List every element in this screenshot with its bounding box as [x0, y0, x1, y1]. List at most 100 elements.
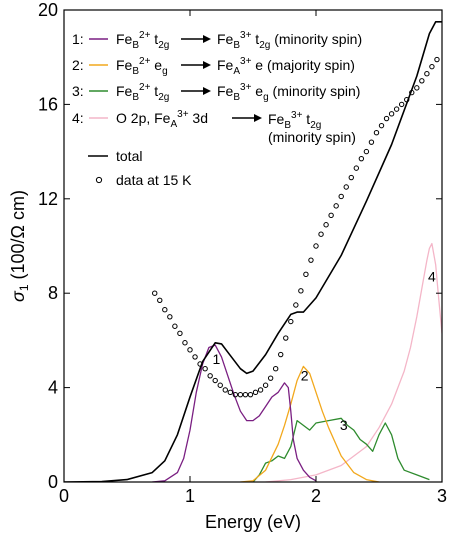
data-point — [298, 288, 304, 294]
data-point — [157, 297, 163, 303]
data-point — [373, 130, 380, 136]
data-point — [318, 231, 324, 237]
y-tick-label: 0 — [48, 472, 58, 492]
arrow-head-icon — [203, 87, 211, 95]
data-point — [409, 89, 415, 96]
x-tick-label: 3 — [437, 486, 447, 506]
data-point — [202, 366, 208, 372]
data-point — [398, 101, 405, 108]
data-point — [242, 391, 249, 398]
data-point — [308, 257, 314, 263]
data-point — [348, 174, 354, 181]
data-point — [162, 307, 168, 313]
legend-data-label: data at 15 K — [116, 172, 192, 188]
y-tick-label: 4 — [48, 378, 58, 398]
data-point — [167, 314, 173, 320]
data-point — [333, 203, 339, 209]
series-line-total — [64, 21, 442, 482]
series-annotation: 3 — [340, 417, 348, 433]
data-point — [363, 148, 370, 155]
y-tick-label: 12 — [38, 189, 58, 209]
data-point — [192, 354, 198, 360]
legend-to: FeA3+ e (majority spin) — [217, 56, 355, 77]
data-point — [368, 139, 375, 145]
legend-number: 1: — [72, 31, 84, 47]
data-point — [303, 271, 309, 278]
data-point — [187, 347, 193, 353]
legend-to: FeB3+ t2g — [268, 110, 321, 131]
data-point — [313, 243, 319, 249]
data-point — [414, 85, 420, 91]
data-point — [232, 391, 239, 398]
data-point — [328, 212, 334, 219]
data-point — [283, 335, 289, 341]
series-annotation: 2 — [301, 368, 309, 384]
legend-number: 3: — [72, 83, 84, 99]
data-point — [217, 382, 223, 388]
series-annotation: 4 — [428, 268, 436, 284]
data-point — [267, 375, 274, 381]
data-point — [358, 155, 365, 162]
x-tick-label: 2 — [311, 486, 321, 506]
legend-from: O 2p, FeA3+ 3d — [116, 109, 208, 130]
data-point — [182, 340, 188, 346]
data-point — [424, 71, 430, 77]
data-point — [177, 330, 183, 337]
y-tick-label: 16 — [38, 94, 58, 114]
data-point — [172, 323, 178, 329]
data-point — [152, 290, 158, 296]
legend-number: 2: — [72, 57, 84, 73]
data-point — [429, 63, 435, 70]
annotations-layer: 1 2 3 4 — [213, 268, 436, 433]
legend-from: FeB2+ t2g — [116, 30, 169, 51]
data-point — [378, 122, 385, 129]
data-point — [404, 96, 410, 103]
data-point — [212, 377, 218, 384]
svg-text:σ1 (100/Ω cm): σ1 (100/Ω cm) — [8, 190, 31, 302]
data-point — [419, 78, 425, 84]
data-point — [393, 106, 400, 112]
data-point — [338, 193, 344, 200]
data-point — [262, 382, 269, 388]
x-axis-label: Energy (eV) — [205, 512, 301, 532]
data-point — [288, 318, 294, 325]
data-point — [207, 373, 213, 379]
legend-total-label: total — [116, 148, 142, 164]
legend-to: FeB3+ eg (minority spin) — [217, 82, 360, 103]
data-point — [237, 391, 244, 398]
arrow-head-icon — [203, 35, 211, 43]
data-point — [247, 391, 254, 398]
legend-note: (minority spin) — [268, 129, 356, 145]
data-point — [222, 387, 228, 393]
data-point — [197, 361, 203, 367]
series-line-s4 — [265, 242, 442, 482]
plot-frame — [63, 9, 443, 483]
x-tick-label: 1 — [185, 486, 195, 506]
data-point — [293, 302, 299, 308]
series-line-s1 — [152, 344, 317, 482]
legend-from: FeB2+ eg — [116, 56, 168, 77]
legend-number: 4: — [72, 110, 84, 126]
legend-from: FeB2+ t2g — [116, 82, 169, 103]
series-line-s3 — [252, 417, 430, 482]
x-tick-label: 0 — [59, 486, 69, 506]
data-point — [278, 351, 284, 358]
data-point — [323, 222, 329, 228]
legend-marker-data — [95, 176, 103, 184]
series-layer — [64, 21, 442, 482]
y-axis-label: σ1 (100/Ω cm) — [8, 190, 31, 302]
legend-to: FeB3+ t2g (minority spin) — [217, 30, 362, 51]
data-point — [388, 111, 395, 117]
data-point — [353, 165, 360, 171]
arrow-head-icon — [203, 61, 211, 69]
y-tick-label: 8 — [48, 283, 58, 303]
data-point — [252, 389, 259, 396]
data-point — [272, 366, 279, 372]
series-line-s2 — [240, 365, 380, 482]
data-point — [383, 115, 390, 122]
data-point — [434, 56, 440, 63]
data-point — [343, 184, 349, 190]
data-point — [227, 389, 234, 396]
